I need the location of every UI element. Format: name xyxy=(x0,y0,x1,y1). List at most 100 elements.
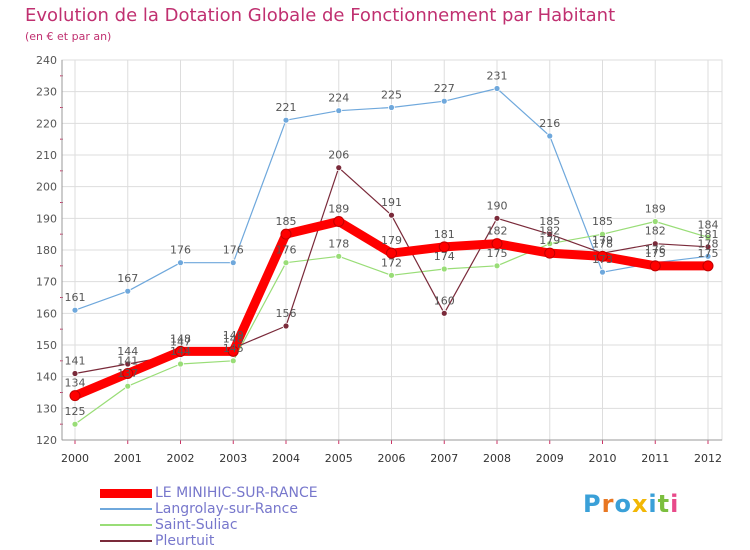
point-saint-suliac-2008 xyxy=(493,262,501,270)
data-label-saint-suliac-2012: 184 xyxy=(698,218,719,231)
chart-subtitle: (en € et par an) xyxy=(25,30,112,43)
data-label-pleurtuit-2003: 149 xyxy=(223,329,244,342)
point-le-minihic-sur-rance-2000 xyxy=(69,390,81,402)
legend-label-langrolay: Langrolay-sur-Rance xyxy=(155,501,298,517)
point-saint-suliac-2005 xyxy=(335,252,343,260)
data-label-pleurtuit-2012: 181 xyxy=(698,228,719,241)
data-label-pleurtuit-2000: 141 xyxy=(65,355,86,368)
data-label-langrolay-sur-rance-2007: 227 xyxy=(434,82,455,95)
data-label-le-minihic-sur-rance-2004: 185 xyxy=(276,215,297,228)
data-label-saint-suliac-2008: 175 xyxy=(487,247,508,260)
logo-letter: i xyxy=(670,490,680,518)
point-pleurtuit-2012 xyxy=(704,243,712,251)
x-tick-label-2001: 2001 xyxy=(114,452,142,465)
data-label-pleurtuit-2006: 191 xyxy=(381,196,402,209)
logo-letter: i xyxy=(648,490,658,518)
proxiti-logo: Proxiti xyxy=(583,490,679,518)
y-tick-label-170: 170 xyxy=(36,276,57,289)
legend-swatch-pleurtuit xyxy=(100,540,152,542)
logo-letter: t xyxy=(657,490,671,518)
point-le-minihic-sur-rance-2002 xyxy=(175,345,186,357)
data-label-langrolay-sur-rance-2011: 176 xyxy=(645,244,666,257)
point-le-minihic-sur-rance-2006 xyxy=(386,247,397,259)
point-pleurtuit-2011 xyxy=(651,240,659,248)
point-pleurtuit-2008 xyxy=(493,214,501,222)
data-label-le-minihic-sur-rance-2006: 179 xyxy=(381,234,402,247)
data-label-langrolay-sur-rance-2002: 176 xyxy=(170,244,191,257)
point-langrolay-sur-rance-2006 xyxy=(388,104,395,111)
point-pleurtuit-2000 xyxy=(71,370,79,377)
y-tick-label-210: 210 xyxy=(36,149,57,162)
x-tick-label-2009: 2009 xyxy=(536,452,564,465)
data-label-langrolay-sur-rance-2004: 221 xyxy=(276,101,297,114)
point-le-minihic-sur-rance-2007 xyxy=(438,241,450,253)
point-pleurtuit-2004 xyxy=(282,322,290,330)
logo-letter: P xyxy=(583,490,602,518)
point-pleurtuit-2006 xyxy=(388,211,395,219)
y-tick-label-230: 230 xyxy=(36,86,57,99)
point-langrolay-sur-rance-2005 xyxy=(335,107,343,115)
data-label-le-minihic-sur-rance-2001: 141 xyxy=(117,355,138,368)
data-label-pleurtuit-2010: 179 xyxy=(592,234,613,247)
data-label-pleurtuit-2005: 206 xyxy=(328,149,349,162)
x-tick-label-2004: 2004 xyxy=(272,452,300,465)
x-tick-label-2007: 2007 xyxy=(430,452,458,465)
data-label-langrolay-sur-rance-2009: 216 xyxy=(539,117,560,130)
data-label-le-minihic-sur-rance-2008: 182 xyxy=(487,225,508,238)
point-le-minihic-sur-rance-2001 xyxy=(122,368,134,379)
point-langrolay-sur-rance-2008 xyxy=(493,85,501,92)
data-label-le-minihic-sur-rance-2005: 189 xyxy=(328,203,349,216)
data-label-langrolay-sur-rance-2003: 176 xyxy=(223,244,244,257)
y-tick-label-130: 130 xyxy=(36,402,57,415)
point-le-minihic-sur-rance-2003 xyxy=(227,345,239,357)
legend-swatch-saint-suliac xyxy=(100,524,152,526)
x-tick-label-2003: 2003 xyxy=(219,452,247,465)
point-langrolay-sur-rance-2002 xyxy=(177,259,184,267)
y-tick-label-180: 180 xyxy=(36,244,57,257)
point-langrolay-sur-rance-2009 xyxy=(546,132,554,140)
point-langrolay-sur-rance-2000 xyxy=(71,306,79,314)
data-label-le-minihic-sur-rance-2007: 181 xyxy=(434,228,455,241)
y-tick-label-160: 160 xyxy=(36,307,57,320)
point-pleurtuit-2001 xyxy=(124,360,132,368)
point-pleurtuit-2007 xyxy=(440,309,448,317)
logo-letter: x xyxy=(631,490,649,518)
x-tick-label-2011: 2011 xyxy=(641,452,669,465)
x-tick-label-2000: 2000 xyxy=(61,452,89,465)
data-label-le-minihic-sur-rance-2011: 175 xyxy=(645,247,666,260)
data-label-saint-suliac-2003: 145 xyxy=(223,342,244,355)
data-label-pleurtuit-2011: 182 xyxy=(645,225,666,238)
x-tick-label-2006: 2006 xyxy=(378,452,406,465)
point-langrolay-sur-rance-2012 xyxy=(704,252,712,260)
point-saint-suliac-2006 xyxy=(388,271,395,279)
point-langrolay-sur-rance-2004 xyxy=(282,116,290,124)
legend-label-saint-suliac: Saint-Suliac xyxy=(155,517,238,533)
point-saint-suliac-2002 xyxy=(177,360,184,368)
data-label-langrolay-sur-rance-2005: 224 xyxy=(328,92,349,105)
data-label-le-minihic-sur-rance-2009: 179 xyxy=(539,234,560,247)
point-saint-suliac-2003 xyxy=(229,357,237,365)
point-le-minihic-sur-rance-2010 xyxy=(597,250,608,262)
chart-title: Evolution de la Dotation Globale de Fonc… xyxy=(25,5,616,26)
point-pleurtuit-2005 xyxy=(335,164,343,172)
legend-label-le-minihic: LE MINIHIC-SUR-RANCE xyxy=(155,485,318,501)
y-tick-label-150: 150 xyxy=(36,339,57,352)
data-label-pleurtuit-2004: 156 xyxy=(276,307,297,320)
point-saint-suliac-2007 xyxy=(440,265,448,273)
data-label-langrolay-sur-rance-2000: 161 xyxy=(65,291,86,304)
x-tick-label-2002: 2002 xyxy=(167,452,195,465)
data-label-langrolay-sur-rance-2012: 178 xyxy=(698,237,719,250)
data-label-langrolay-sur-rance-2008: 231 xyxy=(487,70,508,83)
point-saint-suliac-2009 xyxy=(546,240,554,248)
y-tick-label-140: 140 xyxy=(36,371,57,384)
data-label-saint-suliac-2006: 172 xyxy=(381,256,402,269)
legend-swatch-le-minihic xyxy=(100,488,152,498)
point-saint-suliac-2011 xyxy=(651,218,659,225)
data-label-langrolay-sur-rance-2001: 167 xyxy=(117,272,138,285)
y-tick-label-120: 120 xyxy=(36,434,57,447)
point-saint-suliac-2004 xyxy=(282,259,290,267)
point-langrolay-sur-rance-2007 xyxy=(440,97,448,105)
y-tick-label-190: 190 xyxy=(36,212,57,225)
data-label-saint-suliac-2011: 189 xyxy=(645,203,666,216)
